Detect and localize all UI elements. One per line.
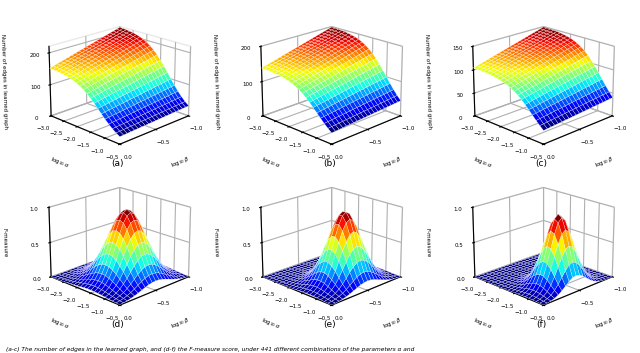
Title: (d): (d) (111, 320, 124, 329)
Y-axis label: $\log_{10}\alpha$: $\log_{10}\alpha$ (472, 155, 494, 170)
Title: (c): (c) (536, 159, 547, 168)
Title: (f): (f) (536, 320, 547, 329)
Y-axis label: $\log_{10}\alpha$: $\log_{10}\alpha$ (260, 155, 282, 170)
X-axis label: $\log_{10}\beta$: $\log_{10}\beta$ (381, 155, 403, 170)
Y-axis label: $\log_{10}\alpha$: $\log_{10}\alpha$ (49, 155, 70, 170)
Title: (e): (e) (323, 320, 336, 329)
Title: (a): (a) (111, 159, 124, 168)
X-axis label: $\log_{10}\beta$: $\log_{10}\beta$ (381, 316, 403, 331)
X-axis label: $\log_{10}\beta$: $\log_{10}\beta$ (593, 316, 615, 331)
Y-axis label: $\log_{10}\alpha$: $\log_{10}\alpha$ (49, 315, 70, 331)
X-axis label: $\log_{10}\beta$: $\log_{10}\beta$ (593, 155, 615, 170)
Title: (b): (b) (323, 159, 336, 168)
Text: (a-c) The number of edges in the learned graph, and (d-f) the F-measure score, u: (a-c) The number of edges in the learned… (6, 347, 415, 352)
Y-axis label: $\log_{10}\alpha$: $\log_{10}\alpha$ (472, 315, 494, 331)
X-axis label: $\log_{10}\beta$: $\log_{10}\beta$ (170, 155, 191, 170)
Y-axis label: $\log_{10}\alpha$: $\log_{10}\alpha$ (260, 315, 282, 331)
X-axis label: $\log_{10}\beta$: $\log_{10}\beta$ (170, 316, 191, 331)
